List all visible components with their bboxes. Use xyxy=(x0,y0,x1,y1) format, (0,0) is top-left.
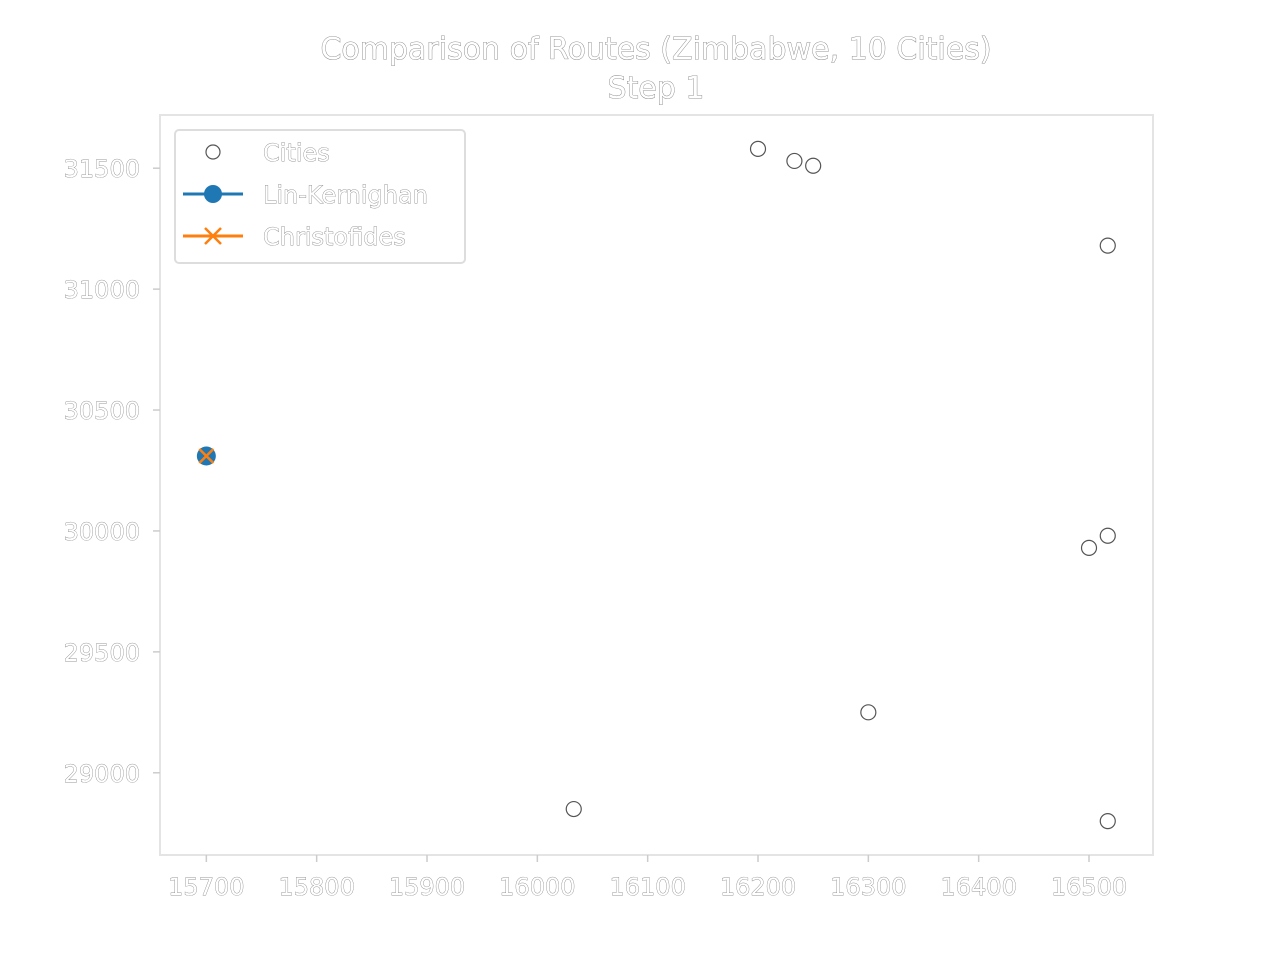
legend: Cities Lin-Kernighan Christofides xyxy=(174,129,466,264)
y-axis: 29000 29500 30000 30500 31000 31500 xyxy=(63,155,160,788)
y-tick-label: 29000 xyxy=(64,760,140,788)
city-point xyxy=(1099,527,1116,544)
city-point xyxy=(860,704,877,721)
legend-cities-marker xyxy=(205,144,221,160)
city-point xyxy=(805,157,822,174)
x-tick-label: 16400 xyxy=(940,873,1016,901)
legend-christofides-marker xyxy=(204,227,222,245)
city-point xyxy=(1099,237,1116,254)
legend-lin-kernighan-label: Lin-Kernighan xyxy=(263,181,428,209)
legend-cities-label: Cities xyxy=(263,139,330,167)
legend-lin-kernighan-marker xyxy=(204,185,222,203)
x-tick-label: 15900 xyxy=(389,873,465,901)
x-tick-label: 16300 xyxy=(830,873,906,901)
plot-area-frame xyxy=(159,114,1154,856)
y-tick-label: 30500 xyxy=(64,397,140,425)
x-tick-label: 16200 xyxy=(720,873,796,901)
plot-marks xyxy=(196,140,1116,830)
y-tick-label: 31000 xyxy=(64,276,140,304)
x-tick-label: 16000 xyxy=(499,873,575,901)
city-point xyxy=(1099,813,1116,830)
legend-box xyxy=(174,129,466,264)
x-tick-label: 16500 xyxy=(1051,873,1127,901)
y-tick-label: 31500 xyxy=(64,155,140,183)
city-point xyxy=(565,800,582,818)
christofides-point xyxy=(198,448,215,464)
chart-subtitle: Step 1 xyxy=(608,71,705,106)
y-tick-label: 29500 xyxy=(64,639,140,667)
x-tick-label: 15800 xyxy=(278,873,354,901)
x-tick-label: 16100 xyxy=(609,873,685,901)
y-tick-label: 30000 xyxy=(64,518,140,546)
x-axis: 15700 15800 15900 16000 16100 16200 16300 16400… xyxy=(168,855,1128,901)
city-point xyxy=(749,140,767,157)
city-point xyxy=(1080,539,1098,556)
x-tick-label: 15700 xyxy=(168,873,244,901)
chart-title: Comparison of Routes (Zimbabwe, 10 Citie… xyxy=(320,32,991,67)
legend-christofides-label: Christofides xyxy=(263,223,406,251)
city-point xyxy=(786,152,803,170)
